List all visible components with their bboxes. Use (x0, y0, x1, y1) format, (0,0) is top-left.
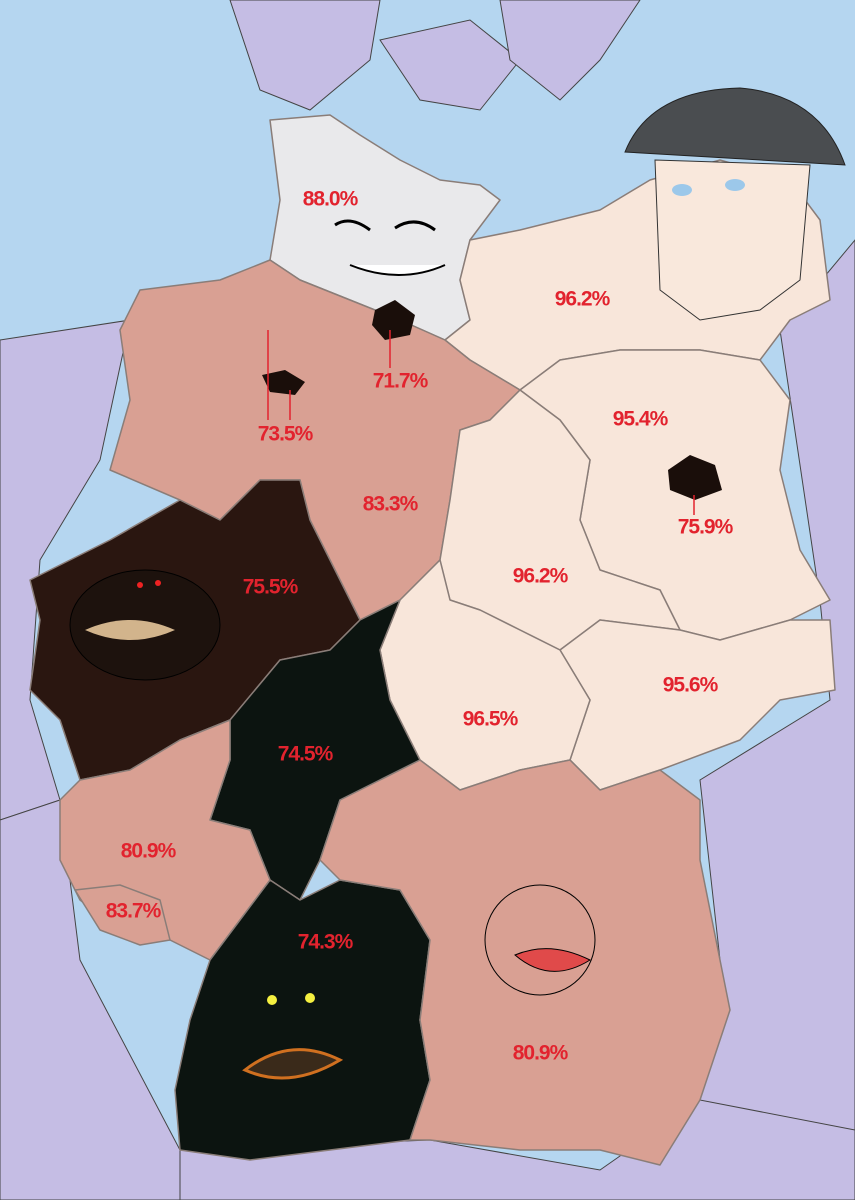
region-label: 74.3% (298, 931, 354, 954)
region-label: 96.2% (555, 288, 611, 311)
switzerland-austria (179, 1099, 855, 1200)
island (379, 19, 521, 111)
region-label: 80.9% (513, 1042, 569, 1065)
region-label: 75.5% (243, 576, 299, 599)
region-label: 95.6% (663, 674, 719, 697)
region-label: 96.5% (463, 708, 519, 731)
region-label: 83.7% (106, 900, 162, 923)
region-label: 88.0% (303, 188, 359, 211)
bremen (262, 370, 305, 395)
saarland (74, 884, 171, 946)
region-label: 96.2% (513, 565, 569, 588)
region-label: 83.3% (363, 493, 419, 516)
region-label: 75.9% (678, 516, 734, 539)
region-label: 73.5% (258, 423, 314, 446)
berlin (668, 455, 722, 500)
face-figure (242, 993, 344, 1080)
region-label: 95.4% (613, 408, 669, 431)
region-label: 80.9% (121, 840, 177, 863)
face-figure (69, 569, 221, 681)
denmark (229, 0, 381, 111)
region-label: 74.5% (278, 743, 334, 766)
region-label: 71.7% (373, 370, 429, 393)
sweden (499, 0, 641, 101)
helmet-figure (624, 87, 846, 321)
hamburg (372, 300, 415, 340)
face-figure (484, 884, 596, 996)
face-figure (334, 219, 446, 276)
